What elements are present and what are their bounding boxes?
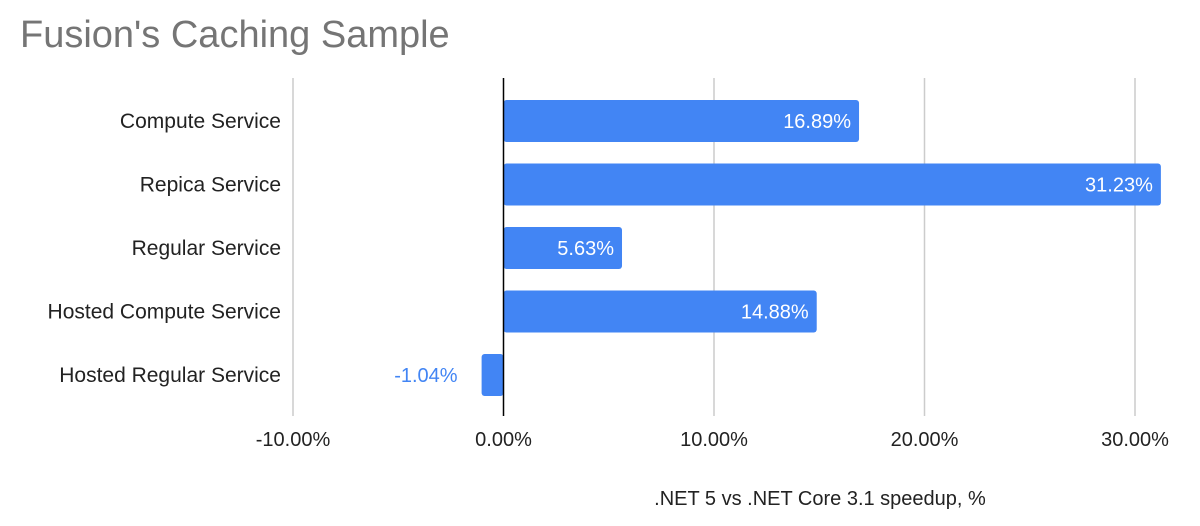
data-labels: 16.89% 31.23% 5.63% 14.88% -1.04%	[394, 111, 1153, 387]
x-tick-label: 0.00%	[475, 429, 532, 451]
category-labels: Compute Service Repica Service Regular Ser…	[48, 110, 281, 387]
category-label: Hosted Compute Service	[48, 301, 281, 324]
chart-title: Fusion's Caching Sample	[20, 14, 450, 56]
x-axis-title: .NET 5 vs .NET Core 3.1 speedup, %	[654, 488, 986, 510]
x-tick-label: 10.00%	[680, 429, 748, 451]
data-label: 5.63%	[557, 238, 614, 260]
bars	[481, 100, 1161, 396]
data-label: 14.88%	[741, 302, 809, 324]
x-tick-label: -10.00%	[256, 429, 331, 451]
x-tick-label: 30.00%	[1101, 429, 1169, 451]
bar	[503, 227, 623, 269]
category-label: Hosted Regular Service	[59, 364, 281, 387]
bar	[481, 354, 504, 396]
x-tick-labels: -10.00% 0.00% 10.00% 20.00% 30.00%	[256, 429, 1169, 451]
category-label: Regular Service	[132, 237, 281, 260]
category-label: Repica Service	[140, 174, 281, 197]
x-tick-label: 20.00%	[891, 429, 959, 451]
category-label: Compute Service	[120, 110, 281, 133]
data-label: 16.89%	[783, 111, 851, 133]
bar	[503, 100, 860, 142]
bar	[503, 290, 817, 333]
data-label: 31.23%	[1085, 175, 1153, 197]
data-label: -1.04%	[394, 365, 458, 387]
bar	[503, 163, 1161, 206]
